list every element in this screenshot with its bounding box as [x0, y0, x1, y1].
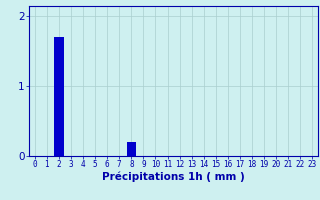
Bar — [126, 142, 136, 156]
Bar — [54, 37, 64, 156]
X-axis label: Précipitations 1h ( mm ): Précipitations 1h ( mm ) — [102, 172, 245, 182]
